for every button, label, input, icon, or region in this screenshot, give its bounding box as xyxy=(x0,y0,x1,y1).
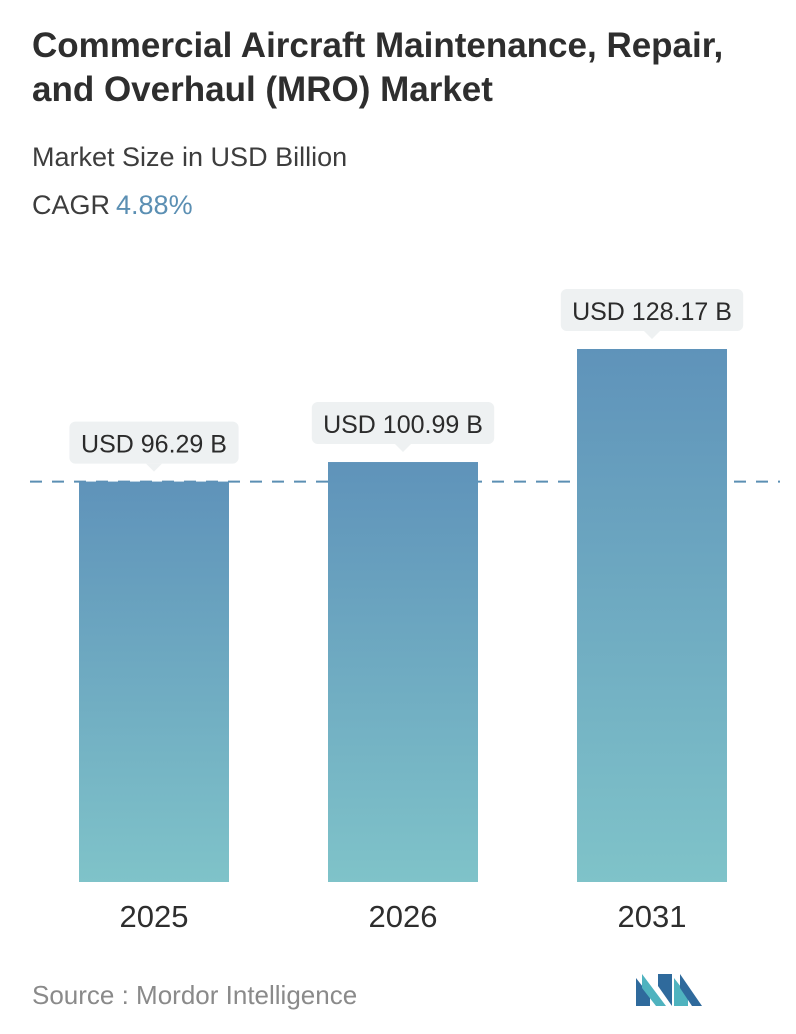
bar-2025 xyxy=(79,481,229,882)
cagr-label: CAGR xyxy=(32,190,111,220)
chart-subtitle: Market Size in USD Billion xyxy=(32,142,348,172)
bar-2031 xyxy=(577,349,727,882)
data-label-2026: USD 100.99 B xyxy=(311,402,495,453)
data-label-2031: USD 128.17 B xyxy=(560,289,744,339)
svg-text:USD 100.99 B: USD 100.99 B xyxy=(323,411,483,439)
svg-text:USD 128.17 B: USD 128.17 B xyxy=(572,298,732,326)
svg-text:USD 96.29 B: USD 96.29 B xyxy=(81,431,227,459)
data-label-2025: USD 96.29 B xyxy=(69,421,239,472)
cagr-value: 4.88% xyxy=(116,190,193,220)
x-tick-label-2031: 2031 xyxy=(618,899,687,934)
x-tick-label-2026: 2026 xyxy=(369,899,438,934)
cagr-line: CAGR 4.88% xyxy=(32,190,193,221)
bar-2026 xyxy=(328,462,478,882)
x-tick-label-2025: 2025 xyxy=(120,899,189,934)
mordor-intelligence-logo xyxy=(636,974,702,1006)
chart-title: Commercial Aircraft Maintenance, Repair,… xyxy=(32,26,724,109)
source-credit: Source : Mordor Intelligence xyxy=(32,980,358,1010)
